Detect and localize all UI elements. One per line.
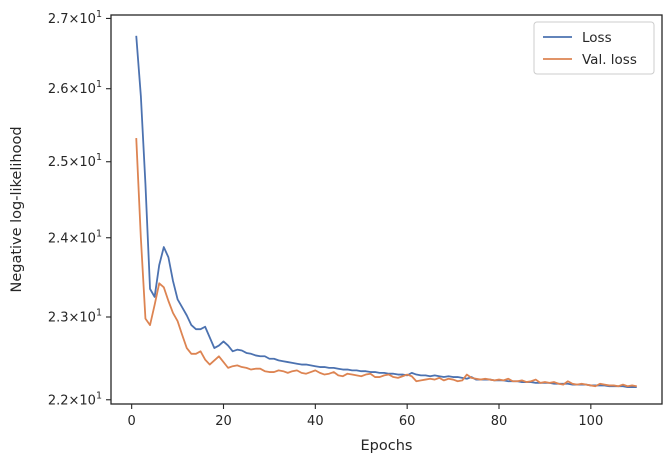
legend-box bbox=[533, 21, 655, 75]
y-tick-label: 2.2×101 bbox=[48, 390, 102, 408]
x-tick-label: 40 bbox=[307, 414, 324, 429]
x-tick-label: 20 bbox=[215, 414, 232, 429]
x-tick-label: 100 bbox=[578, 414, 603, 429]
legend-label-val-loss: Val. loss bbox=[582, 52, 637, 68]
series-line-val-loss bbox=[135, 138, 637, 388]
x-tick-label: 60 bbox=[399, 414, 416, 429]
legend-label-loss: Loss bbox=[582, 30, 612, 46]
y-tick-label: 2.3×101 bbox=[48, 307, 102, 325]
x-tick-label: 0 bbox=[128, 414, 136, 429]
y-tick-label: 2.6×101 bbox=[48, 79, 102, 97]
x-axis-label: Epochs bbox=[361, 438, 413, 454]
y-axis-ticks: 2.2×101 2.3×101 2.4×101 2.5×101 2.6×101 2.7×1… bbox=[48, 9, 111, 408]
legend: Loss Val. loss bbox=[533, 21, 655, 75]
y-tick-label: 2.5×101 bbox=[48, 152, 102, 170]
y-axis-label: Negative log-likelihood bbox=[9, 126, 25, 292]
series-line-loss bbox=[135, 35, 637, 389]
series-layer bbox=[135, 35, 637, 389]
x-tick-label: 80 bbox=[491, 414, 508, 429]
x-axis-ticks: 0 20 40 60 80 100 bbox=[128, 404, 603, 429]
y-tick-label: 2.4×101 bbox=[48, 228, 102, 246]
y-tick-label: 2.7×101 bbox=[48, 9, 102, 27]
plot-frame bbox=[110, 14, 663, 405]
